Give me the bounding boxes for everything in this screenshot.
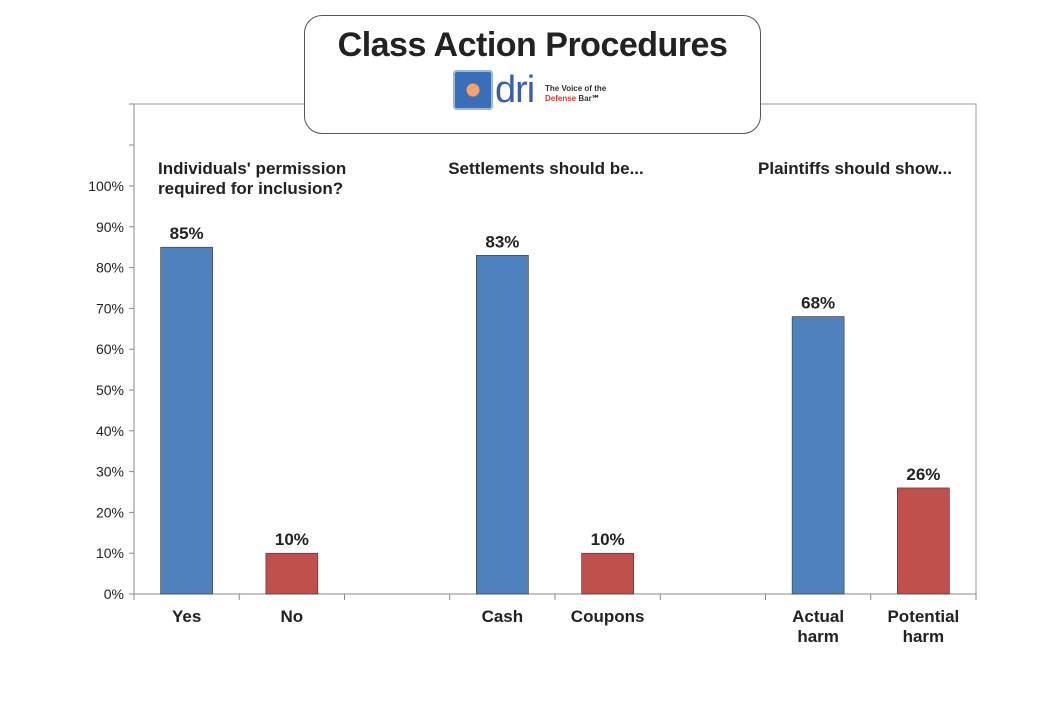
bar bbox=[897, 487, 950, 595]
y-tick-label: 80% bbox=[96, 260, 124, 276]
bar-value-label: 85% bbox=[170, 224, 204, 243]
group-heading: Plaintiffs should show... bbox=[758, 159, 952, 178]
bar bbox=[791, 316, 845, 595]
y-tick-label: 40% bbox=[96, 423, 124, 439]
dri-logo-icon bbox=[453, 70, 493, 110]
bar-value-label: 83% bbox=[485, 232, 519, 251]
y-tick-label: 50% bbox=[96, 382, 124, 398]
chart-title: Class Action Procedures bbox=[337, 26, 728, 64]
y-axis: 0% 10% 20% 30% 40% 50% 60% 70% 80% 90% 100% bbox=[88, 103, 135, 602]
bar bbox=[160, 246, 213, 595]
category-label: harm bbox=[903, 627, 945, 646]
dri-logo-tagline-bar: Bar℠ bbox=[576, 94, 600, 103]
bar-value-label: 10% bbox=[591, 530, 625, 549]
bar-value-label: 68% bbox=[801, 294, 835, 313]
y-tick-label: 0% bbox=[104, 586, 124, 602]
y-tick-label: 30% bbox=[96, 464, 124, 480]
group-heading: Individuals' permission bbox=[158, 159, 346, 178]
group-heading: required for inclusion? bbox=[158, 179, 343, 198]
bar-value-label: 26% bbox=[906, 465, 940, 484]
bar-value-label: 10% bbox=[275, 530, 309, 549]
group-heading: Settlements should be... bbox=[448, 159, 644, 178]
dri-logo-wordmark: dri bbox=[495, 69, 535, 111]
category-label: Potential bbox=[887, 607, 959, 626]
y-tick-label: 70% bbox=[96, 300, 124, 316]
dri-logo: dri The Voice of the Defense Bar℠ bbox=[453, 70, 653, 114]
category-label: Cash bbox=[482, 607, 524, 626]
y-tick-label: 60% bbox=[96, 341, 124, 357]
bar bbox=[476, 255, 529, 595]
y-tick-label: 10% bbox=[96, 545, 124, 561]
x-axis bbox=[133, 593, 977, 600]
bar bbox=[581, 552, 634, 595]
y-tick-label: 20% bbox=[96, 504, 124, 520]
dri-logo-tagline-line2: Defense Bar℠ bbox=[545, 94, 600, 103]
category-label: harm bbox=[797, 627, 839, 646]
bars bbox=[160, 246, 950, 595]
category-label: Actual bbox=[792, 607, 844, 626]
dri-logo-tagline-line1: The Voice of the bbox=[545, 84, 607, 93]
category-label: No bbox=[281, 607, 304, 626]
category-label: Yes bbox=[172, 607, 201, 626]
category-label: Coupons bbox=[571, 607, 645, 626]
y-tick-label: 90% bbox=[96, 219, 124, 235]
title-box: Class Action Procedures dri The Voice of… bbox=[304, 15, 761, 134]
bar bbox=[265, 552, 319, 595]
y-tick-label: 100% bbox=[88, 178, 124, 194]
dri-logo-tagline-defense: Defense bbox=[545, 94, 577, 103]
bar-value-labels: 85% 10% 83% 10% 68% 26% bbox=[170, 224, 941, 549]
